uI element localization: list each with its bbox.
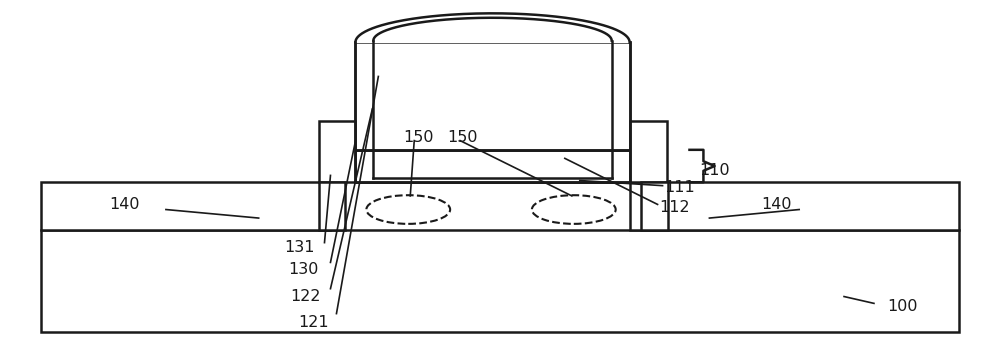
Text: 140: 140 [109,197,140,212]
Bar [641,182,668,230]
Bar [630,182,959,230]
Text: 131: 131 [285,240,315,255]
Text: 121: 121 [299,315,329,330]
Text: 110: 110 [699,163,730,178]
Text: 111: 111 [665,180,695,195]
Bar [319,182,345,230]
Text: 150: 150 [447,130,478,146]
Text: 122: 122 [291,289,321,304]
Text: 112: 112 [660,200,690,215]
Bar [41,182,330,230]
Bar [41,230,959,332]
Bar [319,121,355,182]
Bar [630,121,667,182]
Bar [355,42,630,150]
Text: 150: 150 [403,130,434,146]
Bar [355,150,630,182]
Text: 140: 140 [761,197,792,212]
Text: 130: 130 [289,262,319,277]
Text: 100: 100 [887,299,917,314]
Polygon shape [355,13,630,42]
